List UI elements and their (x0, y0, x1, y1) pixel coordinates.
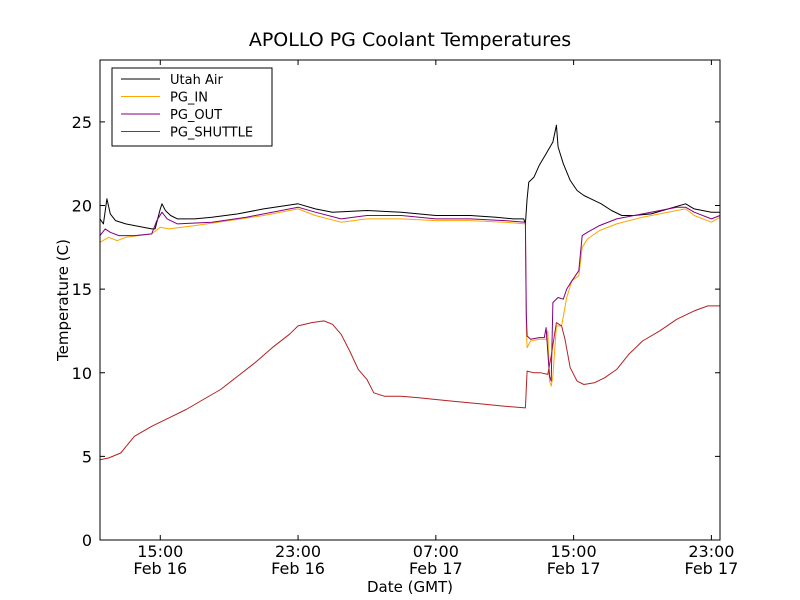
x-tick-label-time: 23:00 (275, 542, 321, 561)
x-tick-label-date: Feb 16 (133, 559, 187, 578)
legend-label: PG_OUT (170, 108, 222, 123)
x-tick-label-date: Feb 16 (271, 559, 325, 578)
legend-label: PG_IN (170, 91, 208, 106)
series-line-utah-air (99, 124, 720, 230)
legend-label: PG_SHUTTLE (170, 126, 253, 141)
axes-frame (99, 59, 721, 541)
x-axis-label: Date (GMT) (367, 578, 453, 596)
legend-label: Utah Air (170, 73, 223, 88)
y-tick-label: 20 (72, 197, 92, 216)
x-tick-label-time: 23:00 (688, 542, 734, 561)
chart-title: APOLLO PG Coolant Temperatures (249, 29, 571, 51)
legend: Utah Air PG_IN PG_OUT PG_SHUTTLE (111, 67, 273, 147)
y-tick-label: 10 (72, 364, 92, 383)
y-axis-label: Temperature (C) (54, 239, 72, 362)
x-tick-label-time: 15:00 (137, 542, 183, 561)
series-line-pg-out (99, 206, 721, 382)
series-line-pg-in (99, 208, 721, 387)
x-tick-label-date: Feb 17 (684, 559, 738, 578)
y-tick-label: 0 (82, 531, 92, 550)
series-layer (99, 124, 721, 461)
legend-box (111, 67, 273, 147)
y-tick-label: 25 (72, 113, 92, 132)
x-tick-label-time: 07:00 (413, 542, 459, 561)
x-tick-label-time: 15:00 (551, 542, 597, 561)
y-tick-label: 5 (82, 447, 92, 466)
x-tick-label-date: Feb 17 (409, 559, 463, 578)
x-tick-label-date: Feb 17 (547, 559, 601, 578)
series-line-pg-shuttle (99, 305, 720, 461)
y-tick-label: 15 (72, 280, 92, 299)
